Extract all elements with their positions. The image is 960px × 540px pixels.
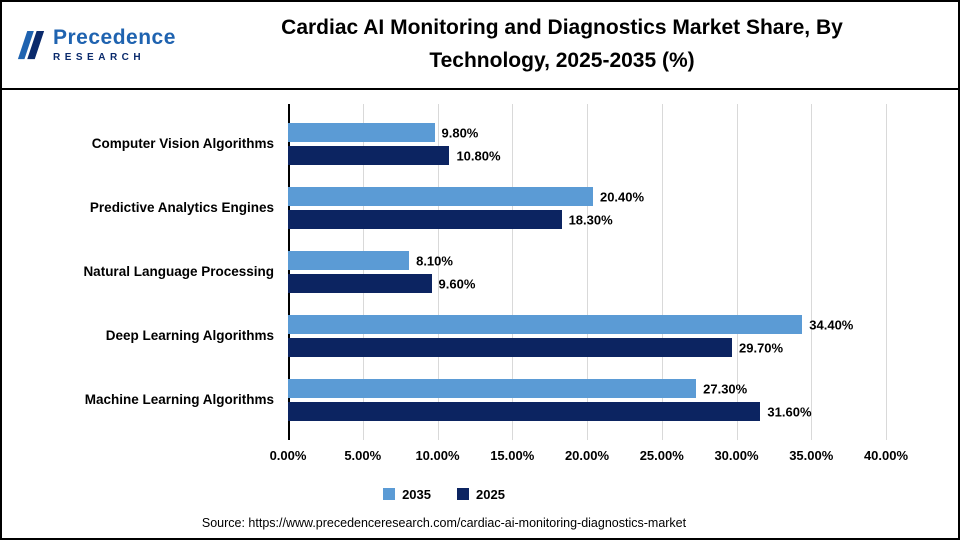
logo-wordmark: Precedence: [53, 26, 176, 50]
gridline: [362, 104, 364, 440]
plot-region: Computer Vision Algorithms Predictive Ana…: [2, 104, 908, 470]
source-text: Source: https://www.precedenceresearch.c…: [201, 516, 687, 530]
bar-2035: [288, 187, 593, 206]
gridlines: [288, 104, 887, 440]
value-label: 31.60%: [767, 404, 812, 419]
chart-title-line2: Technology, 2025-2035 (%): [429, 49, 695, 72]
value-label: 27.30%: [703, 381, 748, 396]
plot-area: 9.80% 10.80% 20.40% 18.30% 8.10% 9.60% 34.40% 2…: [288, 104, 887, 440]
bar-2025: [288, 402, 761, 421]
x-axis: 0.00% 5.00% 10.00% 15.00% 20.00% 25.00% 30.00%…: [270, 440, 908, 470]
bar-track: 9.80%: [288, 123, 886, 142]
legend-label: 2025: [476, 486, 505, 502]
legend-swatch: [383, 488, 396, 500]
chart-title: Cardiac AI Monitoring and Diagnostics Ma…: [192, 12, 958, 77]
value-label: 9.80%: [441, 125, 479, 140]
x-tick-label: 15.00%: [490, 448, 535, 463]
category-row: 9.80% 10.80%: [288, 112, 886, 176]
category-label: Machine Learning Algorithms: [84, 391, 274, 407]
value-label: 8.10%: [416, 253, 453, 268]
logo-icon: [16, 28, 46, 62]
gridline: [661, 104, 663, 440]
y-axis-line: [288, 104, 290, 440]
bar-2025: [288, 210, 562, 229]
bar-2035: [288, 123, 435, 142]
gridline: [437, 104, 439, 440]
category-row: 27.30% 31.60%: [288, 368, 886, 432]
gridline: [886, 104, 887, 440]
value-label: 20.40%: [599, 189, 645, 204]
bar-2035: [288, 315, 803, 334]
chart-title-line1: Cardiac AI Monitoring and Diagnostics Ma…: [281, 16, 843, 40]
category-row: 8.10% 9.60%: [288, 240, 886, 304]
legend: 2035 2025: [2, 484, 886, 504]
category-label: Computer Vision Algorithms: [91, 135, 274, 151]
bar-track: 29.70%: [288, 338, 886, 357]
value-label: 29.70%: [739, 340, 784, 355]
bar-2035: [288, 379, 697, 398]
header: Precedence RESEARCH Cardiac AI Monitorin…: [2, 2, 958, 90]
bar-track: 18.30%: [288, 210, 886, 229]
x-tick-label: 10.00%: [415, 448, 460, 463]
precedence-research-logo: Precedence RESEARCH: [2, 26, 192, 63]
bar-track: 31.60%: [288, 402, 886, 421]
value-label: 9.60%: [438, 276, 476, 291]
x-tick-label: 35.00%: [789, 448, 834, 463]
x-tick-label: 40.00%: [863, 448, 909, 463]
bar-2025: [288, 146, 450, 165]
legend-item-2025: 2025: [457, 487, 505, 502]
category-axis: Computer Vision Algorithms Predictive Ana…: [2, 104, 288, 470]
bar-track: 20.40%: [288, 187, 886, 206]
category-row: 20.40% 18.30%: [288, 176, 886, 240]
x-tick-label: 30.00%: [714, 448, 759, 463]
category-label: Predictive Analytics Engines: [89, 199, 274, 215]
bar-2025: [288, 338, 732, 357]
bar-2025: [288, 274, 432, 293]
category-row: 34.40% 29.70%: [288, 304, 886, 368]
bar-2035: [288, 251, 410, 270]
legend-swatch: [457, 488, 469, 500]
x-tick-label: 20.00%: [564, 448, 610, 463]
logo-subtitle: RESEARCH: [53, 51, 146, 63]
plot-column: 9.80% 10.80% 20.40% 18.30% 8.10% 9.60% 34.40% 2…: [270, 104, 908, 470]
bar-track: 34.40%: [288, 315, 886, 334]
gridline: [512, 104, 514, 440]
gridline: [811, 104, 813, 440]
x-tick-label: 25.00%: [639, 448, 684, 463]
legend-label: 2035: [402, 486, 431, 502]
x-tick-label: 5.00%: [344, 448, 382, 463]
category-label: Deep Learning Algorithms: [105, 327, 274, 343]
logo-text: Precedence RESEARCH: [53, 26, 176, 63]
bar-track: 10.80%: [288, 146, 886, 165]
chart-area: Computer Vision Algorithms Predictive Ana…: [2, 90, 958, 538]
bar-track: 8.10%: [288, 251, 886, 270]
gridline: [736, 104, 738, 440]
legend-item-2035: 2035: [383, 487, 431, 502]
gridline: [587, 104, 588, 440]
value-label: 18.30%: [568, 212, 613, 227]
category-label: Natural Language Processing: [83, 263, 274, 279]
bar-track: 9.60%: [288, 274, 886, 293]
bar-groups: 9.80% 10.80% 20.40% 18.30% 8.10% 9.60% 34.40% 2…: [288, 112, 886, 432]
value-label: 34.40%: [809, 317, 854, 332]
bar-track: 27.30%: [288, 379, 886, 398]
x-tick-label: 0.00%: [269, 448, 307, 463]
value-label: 10.80%: [456, 148, 501, 163]
